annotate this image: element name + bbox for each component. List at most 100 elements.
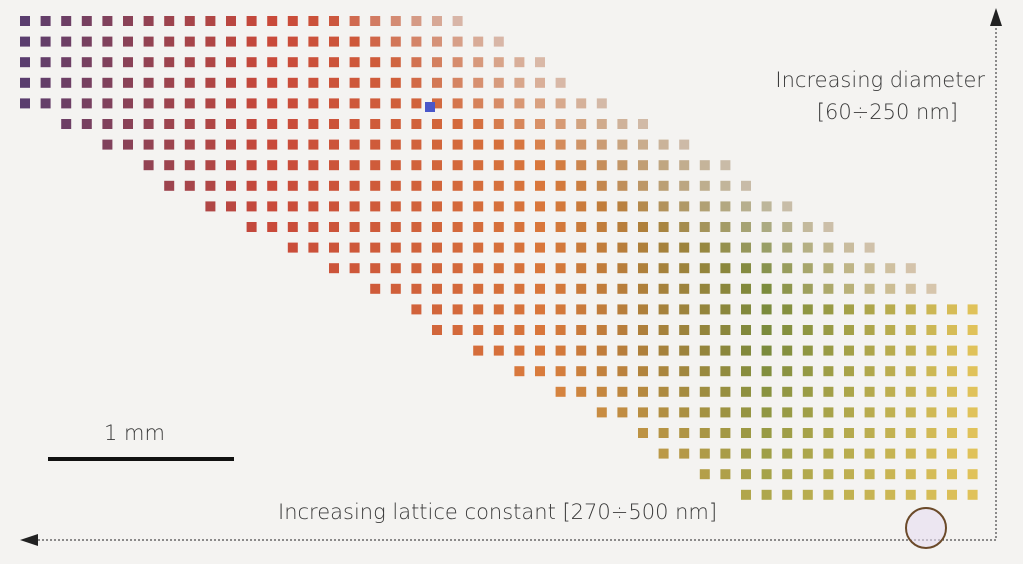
nanostructure-square <box>555 325 566 335</box>
nanostructure-square <box>885 428 896 438</box>
nanostructure-square <box>885 407 896 418</box>
nanostructure-square <box>947 428 957 438</box>
nanostructure-square <box>699 160 710 171</box>
nanostructure-square <box>267 201 278 212</box>
nanostructure-square <box>143 119 154 129</box>
nanostructure-square <box>246 180 257 191</box>
nanostructure-square <box>246 57 257 68</box>
nanostructure-square <box>638 242 648 253</box>
nanostructure-square <box>947 448 957 459</box>
nanostructure-square <box>452 98 463 109</box>
nanostructure-square <box>617 160 628 171</box>
nanostructure-square <box>555 283 566 294</box>
left-arrow-icon <box>20 534 38 546</box>
nanostructure-square <box>699 345 710 356</box>
nanostructure-square <box>535 304 545 315</box>
nanostructure-square <box>658 366 669 377</box>
nanostructure-square <box>576 242 587 253</box>
nanostructure-square <box>947 469 957 480</box>
nanostructure-square <box>617 119 628 129</box>
nanostructure-square <box>802 304 813 315</box>
nanostructure-square <box>432 16 442 26</box>
nanostructure-square <box>823 469 834 480</box>
nanostructure-square <box>679 242 690 253</box>
nanostructure-square <box>782 201 793 212</box>
nanostructure-square <box>638 201 648 212</box>
nanostructure-square <box>761 222 772 232</box>
nanostructure-square <box>926 325 937 335</box>
nanostructure-square <box>514 119 525 129</box>
nanostructure-square <box>40 98 51 109</box>
nanostructure-square <box>411 77 422 88</box>
nanostructure-square <box>432 201 442 212</box>
nanostructure-square <box>596 345 607 356</box>
nanostructure-square <box>20 57 30 68</box>
nanostructure-square <box>782 345 793 356</box>
nanostructure-square <box>20 77 30 88</box>
nanostructure-square <box>885 366 896 377</box>
nanostructure-square <box>390 57 401 68</box>
nanostructure-square <box>514 304 525 315</box>
nanostructure-square <box>287 139 298 150</box>
nanostructure-square <box>638 325 648 335</box>
nanostructure-square <box>926 428 937 438</box>
nanostructure-square <box>802 448 813 459</box>
nanostructure-square <box>679 304 690 315</box>
nanostructure-square <box>411 139 422 150</box>
nanostructure-square <box>658 325 669 335</box>
nanostructure-square <box>535 345 545 356</box>
nanostructure-square <box>596 304 607 315</box>
nanostructure-square <box>81 36 92 47</box>
nanostructure-square <box>699 469 710 480</box>
nanostructure-square <box>308 119 319 129</box>
nanostructure-square <box>390 139 401 150</box>
nanostructure-square <box>782 242 793 253</box>
nanostructure-square <box>802 263 813 274</box>
nanostructure-square <box>473 242 484 253</box>
nanostructure-square <box>164 77 175 88</box>
nanostructure-square <box>864 263 875 274</box>
nanostructure-square <box>617 263 628 274</box>
nanostructure-square <box>617 222 628 232</box>
nanostructure-square <box>802 386 813 397</box>
nanostructure-square <box>390 16 401 26</box>
nanostructure-square <box>844 386 854 397</box>
nanostructure-square <box>905 263 916 274</box>
nanostructure-square <box>885 283 896 294</box>
nanostructure-square <box>246 139 257 150</box>
nanostructure-square <box>967 407 978 418</box>
nanostructure-square <box>473 283 484 294</box>
nanostructure-square <box>493 139 504 150</box>
nanostructure-square <box>617 345 628 356</box>
nanostructure-square <box>226 77 236 88</box>
nanostructure-square <box>390 201 401 212</box>
nanostructure-square <box>102 36 113 47</box>
nanostructure-square <box>720 201 731 212</box>
nanostructure-square <box>246 119 257 129</box>
nanostructure-square <box>123 16 133 26</box>
nanostructure-square <box>143 77 154 88</box>
nanostructure-square <box>761 366 772 377</box>
nanostructure-square <box>720 283 731 294</box>
nanostructure-square <box>761 304 772 315</box>
nanostructure-square <box>184 16 195 26</box>
nanostructure-square <box>679 180 690 191</box>
nanostructure-square <box>555 77 566 88</box>
nanostructure-square <box>390 283 401 294</box>
nanostructure-square <box>267 139 278 150</box>
nanostructure-square <box>390 98 401 109</box>
nanostructure-square <box>493 160 504 171</box>
nanostructure-square <box>143 57 154 68</box>
nanostructure-square <box>596 222 607 232</box>
nanostructure-square <box>411 36 422 47</box>
nanostructure-square <box>885 263 896 274</box>
nanostructure-square <box>226 180 236 191</box>
nanostructure-square <box>514 263 525 274</box>
nanostructure-square <box>164 57 175 68</box>
nanostructure-square <box>823 407 834 418</box>
nanostructure-square <box>411 57 422 68</box>
nanostructure-square <box>535 180 545 191</box>
nanostructure-square <box>287 77 298 88</box>
nanostructure-square <box>493 222 504 232</box>
nanostructure-square <box>123 57 133 68</box>
